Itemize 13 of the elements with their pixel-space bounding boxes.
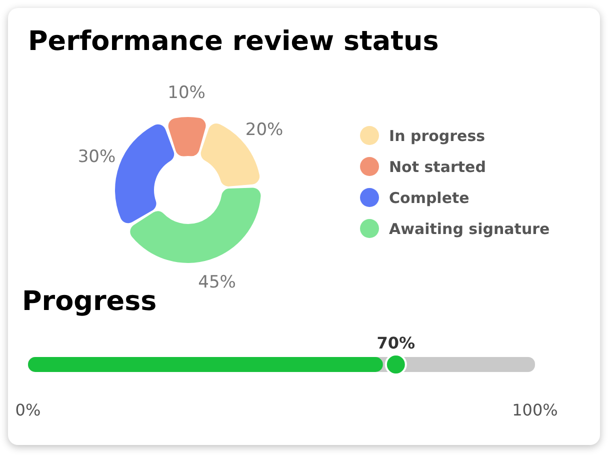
chart-title: Performance review status (28, 26, 439, 57)
legend-label: Complete (389, 188, 470, 206)
data-label: 30% (78, 147, 116, 168)
legend-label: Not started (389, 158, 486, 176)
chart-title: Progress (22, 286, 157, 317)
x-tick-label: 100% (512, 400, 558, 420)
legend-label: In progress (389, 126, 486, 144)
data-label: 20% (245, 120, 284, 140)
x-tick-label: 0% (15, 400, 41, 420)
legend-label: Awaiting signature (389, 220, 550, 238)
data-label: 45% (198, 272, 236, 293)
data-label: 10% (168, 83, 206, 104)
data-label: 70% (376, 334, 416, 352)
